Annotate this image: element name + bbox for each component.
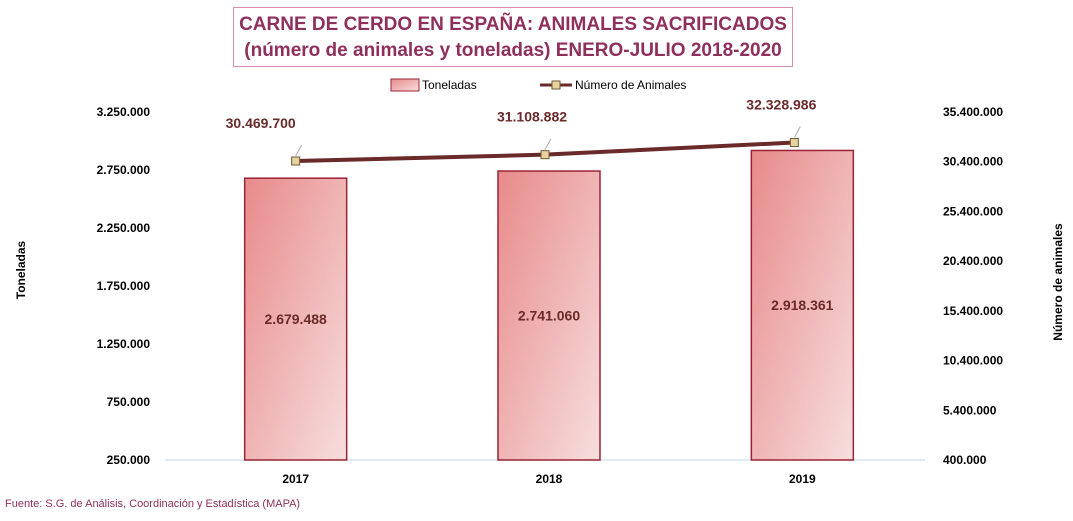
chart-title-box: CARNE DE CERDO EN ESPAÑA: ANIMALES SACRI… — [233, 7, 793, 67]
chart-title: CARNE DE CERDO EN ESPAÑA: ANIMALES SACRI… — [239, 14, 787, 35]
label-leader — [295, 144, 303, 157]
bar-value-label: 2.741.060 — [518, 308, 580, 324]
bar-value-label: 2.918.361 — [771, 297, 833, 313]
line-value-label: 31.108.882 — [497, 109, 567, 125]
chart-subtitle: (número de animales y toneladas) ENERO-J… — [244, 40, 782, 61]
bar — [750, 149, 855, 461]
y-tick-label: 3.250.000 — [97, 105, 151, 119]
y2-tick-label: 400.000 — [943, 453, 987, 467]
source-note: Fuente: S.G. de Análisis, Coordinación y… — [5, 498, 301, 510]
legend-label-animales: Número de Animales — [575, 78, 686, 92]
y-axis-title: Toneladas — [14, 240, 28, 299]
x-tick-label: 2018 — [536, 472, 563, 486]
label-leader — [793, 126, 801, 138]
y2-tick-label: 35.400.000 — [943, 105, 1003, 119]
y2-tick-label: 15.400.000 — [943, 304, 1003, 318]
y-tick-label: 1.750.000 — [97, 279, 151, 293]
bar — [497, 170, 601, 461]
y2-tick-label: 25.400.000 — [943, 204, 1003, 218]
y2-tick-label: 20.400.000 — [943, 254, 1003, 268]
y-tick-label: 250.000 — [107, 453, 151, 467]
y2-tick-label: 10.400.000 — [943, 354, 1003, 368]
y-tick-label: 750.000 — [107, 395, 151, 409]
line-point — [540, 150, 550, 160]
legend-label-toneladas: Toneladas — [422, 78, 477, 92]
y-tick-label: 2.250.000 — [97, 221, 151, 235]
bar — [243, 177, 348, 461]
y-tick-label: 2.750.000 — [97, 163, 151, 177]
legend-swatch-toneladas — [390, 78, 420, 92]
x-tick-label: 2019 — [789, 472, 816, 486]
line-point — [789, 138, 799, 148]
y-tick-label: 1.250.000 — [97, 337, 151, 351]
line-value-label: 32.328.986 — [746, 97, 816, 113]
bar-value-label: 2.679.488 — [265, 311, 327, 327]
x-tick-label: 2017 — [282, 472, 309, 486]
legend-marker-animales — [551, 80, 561, 90]
line-point — [291, 156, 301, 166]
line-value-label: 30.469.700 — [226, 115, 296, 131]
label-leader — [544, 138, 552, 150]
y2-tick-label: 30.400.000 — [943, 155, 1003, 169]
y2-axis-title: Número de animales — [1051, 223, 1065, 341]
y2-tick-label: 5.400.000 — [943, 403, 997, 417]
